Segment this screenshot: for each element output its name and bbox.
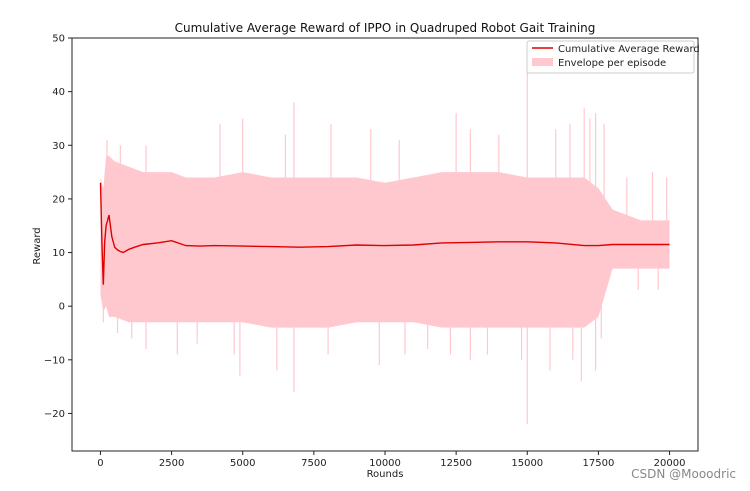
x-tick-label: 7500 — [301, 458, 326, 469]
y-tick-label: 10 — [52, 248, 65, 259]
legend-envelope-swatch — [532, 58, 553, 66]
series-line-cumulative-average — [99, 182, 670, 285]
y-axis-label: Reward — [32, 227, 43, 264]
x-axis: 0 2500 5000 7500 10000 12500 15000 17500 20000 — [97, 451, 685, 469]
chart-title: Cumulative Average Reward of IPPO in Qua… — [175, 21, 596, 35]
y-tick-label: 50 — [52, 34, 65, 45]
legend-label-line: Cumulative Average Reward — [558, 44, 700, 55]
legend: Cumulative Average Reward Envelope per e… — [526, 40, 700, 74]
x-axis-label: Rounds — [367, 469, 404, 480]
plot-area — [99, 64, 670, 425]
y-tick-label: 20 — [52, 194, 65, 205]
x-tick-label: 20000 — [654, 458, 686, 469]
x-tick-label: 17500 — [583, 458, 615, 469]
x-tick-label: 10000 — [369, 458, 401, 469]
x-tick-label: 5000 — [230, 458, 255, 469]
y-tick-label: 30 — [52, 141, 65, 152]
watermark: CSDN @Mooodric — [631, 467, 736, 481]
x-tick-label: 2500 — [159, 458, 184, 469]
y-tick-label: −20 — [44, 409, 65, 420]
legend-box — [526, 40, 695, 74]
y-tick-label: 40 — [52, 87, 65, 98]
x-tick-label: 0 — [97, 458, 103, 469]
x-tick-label: 15000 — [511, 458, 543, 469]
x-tick-label: 12500 — [440, 458, 472, 469]
y-tick-label: −10 — [44, 355, 65, 366]
legend-label-envelope: Envelope per episode — [558, 58, 666, 69]
y-axis: −20 −10 0 10 20 30 40 50 — [44, 34, 72, 420]
y-tick-label: 0 — [59, 302, 65, 313]
